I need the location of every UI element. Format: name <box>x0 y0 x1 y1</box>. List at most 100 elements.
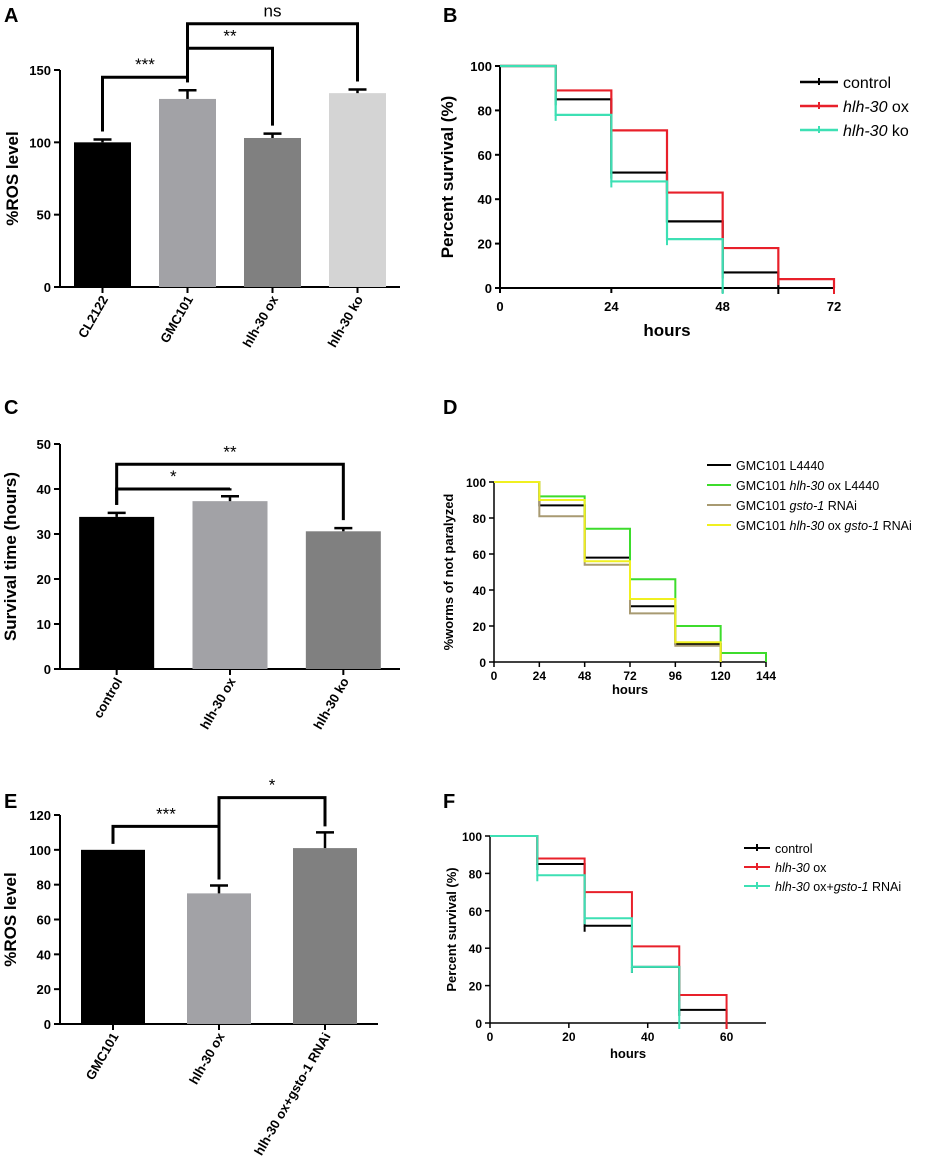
panel-b-y-tick-label: 20 <box>478 237 492 252</box>
panel-label-e: E <box>4 791 17 813</box>
panel-b-x-tick-label: 48 <box>715 299 729 314</box>
panel-e-significance-label: *** <box>156 804 176 823</box>
legend-entry: GMC101 gsto-1 RNAi <box>736 499 857 513</box>
panel-label-b: B <box>443 5 457 27</box>
panel-e-bar-hlh-30-ox-gsto-1-rnai <box>293 848 357 1024</box>
panel-d-series-line-gmc101-l4440 <box>494 481 722 662</box>
panel-a-category-label: CL2122 <box>75 293 111 341</box>
panel-c-y-tick-label: 30 <box>37 527 51 542</box>
panel-c-bar-chart: 0 10 20 30 40 50 Survival time (hours) control h… <box>1 437 400 732</box>
panel-f-survival-chart: 0 20 40 60 80 100 0 20 40 60 hours Percent survival… <box>444 830 901 1061</box>
panel-e-bar-chart: 0 20 40 60 80 100 120 %ROS level GMC101 hlh-30 ox… <box>1 776 378 1158</box>
panel-c-bar-hlh-30-ox <box>192 501 268 669</box>
panel-label-a: A <box>4 5 18 27</box>
panel-f-x-tick-label: 20 <box>562 1030 576 1044</box>
legend-entry: hlh-30 ox+gsto-1 RNAi <box>775 880 901 894</box>
panel-f-x-tick-label: 60 <box>720 1030 734 1044</box>
panel-a-bar-hlh-30-ox <box>244 137 301 287</box>
panel-e-bar-gmc101 <box>81 849 145 1024</box>
panel-c-y-tick-label: 40 <box>37 482 51 497</box>
panel-a-bar-cl2122 <box>74 142 131 287</box>
panel-f-x-tick-label: 40 <box>641 1030 655 1044</box>
panel-e-y-tick-label: 100 <box>29 843 51 858</box>
panel-e-y-axis-label: %ROS level <box>1 872 20 967</box>
panel-f-y-tick-label: 40 <box>469 942 483 956</box>
panel-a-y-tick-label: 0 <box>44 280 51 295</box>
panel-a-bar-gmc101 <box>159 98 216 287</box>
legend-entry: GMC101 L4440 <box>736 459 824 473</box>
panel-f-y-tick-label: 0 <box>475 1017 482 1031</box>
panel-f-y-axis-label: Percent survival (%) <box>444 867 459 991</box>
panel-a-bar-hlh-30-ko <box>329 93 386 287</box>
panel-d-y-tick-label: 100 <box>466 476 486 490</box>
panel-c-y-tick-label: 50 <box>37 437 51 452</box>
panel-c-y-axis-label: Survival time (hours) <box>1 472 20 641</box>
legend-entry: hlh-30 ox <box>843 99 909 116</box>
legend-entry: control <box>775 842 813 856</box>
panel-a-y-tick-label: 100 <box>29 135 51 150</box>
panel-b-series-line-hlh-30-ox <box>500 64 836 288</box>
panel-e-y-tick-label: 40 <box>37 947 51 962</box>
panel-b-x-tick-label: 0 <box>496 299 503 314</box>
panel-c-category-label: hlh-30 ox <box>197 674 239 732</box>
panel-c-significance-label: ** <box>223 442 237 461</box>
panel-b-series-line-control <box>500 64 780 288</box>
panel-c-y-tick-label: 0 <box>44 662 51 677</box>
panel-a-significance-label: *** <box>135 55 155 74</box>
panel-d-y-tick-label: 80 <box>473 512 487 526</box>
legend-entry: GMC101 hlh-30 ox L4440 <box>736 479 879 493</box>
panel-f-x-axis-label: hours <box>610 1046 646 1061</box>
panel-a-significance-bracket <box>186 22 359 83</box>
panel-e-y-tick-label: 60 <box>37 913 51 928</box>
panel-c-significance-bracket <box>115 462 345 521</box>
panel-f-y-tick-label: 60 <box>469 905 483 919</box>
panel-label-f: F <box>443 791 455 813</box>
panel-e-y-tick-label: 120 <box>29 808 51 823</box>
panel-e-y-tick-label: 80 <box>37 878 51 893</box>
panel-d-series-line-gmc101-hlh-30-ox-gsto-1-rnai <box>494 481 722 662</box>
panel-a-y-tick-label: 150 <box>29 63 51 78</box>
panel-e-bar-hlh-30-ox <box>187 893 251 1024</box>
panel-a-y-axis-label: %ROS level <box>3 131 22 226</box>
panel-d-y-axis-label: %worms of not paralyzed <box>441 494 456 651</box>
panel-c-significance-label: * <box>170 467 177 486</box>
panel-b-y-tick-label: 100 <box>470 59 492 74</box>
panel-c-y-tick-label: 10 <box>37 617 51 632</box>
panel-f-y-tick-label: 20 <box>469 980 483 994</box>
panel-f-x-tick-label: 0 <box>487 1030 494 1044</box>
panel-d-y-tick-label: 60 <box>473 548 487 562</box>
panel-label-d: D <box>443 397 457 419</box>
panel-b-survival-chart: 0 20 40 60 80 100 0 24 48 72 hours Percent survival… <box>438 59 909 340</box>
panel-b-y-tick-label: 60 <box>478 148 492 163</box>
panel-a-y-tick-label: 50 <box>37 208 51 223</box>
panel-f-y-tick-label: 100 <box>462 830 482 844</box>
legend-entry: control <box>843 75 891 92</box>
panel-e-y-tick-label: 20 <box>37 982 51 997</box>
panel-c-category-label: hlh-30 ko <box>310 675 352 732</box>
panel-d-series-line-gmc101-gsto-1-rnai <box>494 481 722 662</box>
panel-d-x-tick-label: 144 <box>756 669 776 683</box>
panel-a-significance-label: ns <box>264 2 282 21</box>
panel-c-y-tick-label: 20 <box>37 572 51 587</box>
panel-e-category-label: hlh-30 ox <box>186 1029 228 1087</box>
panel-d-x-tick-label: 0 <box>491 669 498 683</box>
panel-d-y-tick-label: 20 <box>473 620 487 634</box>
panel-d-x-axis-label: hours <box>612 682 648 697</box>
panel-e-y-tick-label: 0 <box>44 1017 51 1032</box>
panel-d-x-tick-label: 120 <box>711 669 731 683</box>
panel-e-significance-bracket <box>217 796 327 880</box>
panel-c-bar-hlh-30-ko <box>305 531 381 669</box>
panel-b-y-tick-label: 40 <box>478 192 492 207</box>
panel-b-y-tick-label: 0 <box>485 281 492 296</box>
panel-a-significance-label: ** <box>223 26 237 45</box>
panel-b-y-tick-label: 80 <box>478 103 492 118</box>
panel-d-x-tick-label: 24 <box>533 669 547 683</box>
legend-entry: hlh-30 ko <box>843 123 909 140</box>
panel-a-category-label: hlh-30 ko <box>325 293 367 350</box>
panel-c-category-label: control <box>90 675 125 721</box>
panel-f-series-line-hlh-30-ox <box>490 835 728 1023</box>
panel-b-x-tick-label: 72 <box>827 299 841 314</box>
panel-a-category-label: hlh-30 ox <box>240 292 282 350</box>
panel-c-bar-control <box>79 516 155 669</box>
